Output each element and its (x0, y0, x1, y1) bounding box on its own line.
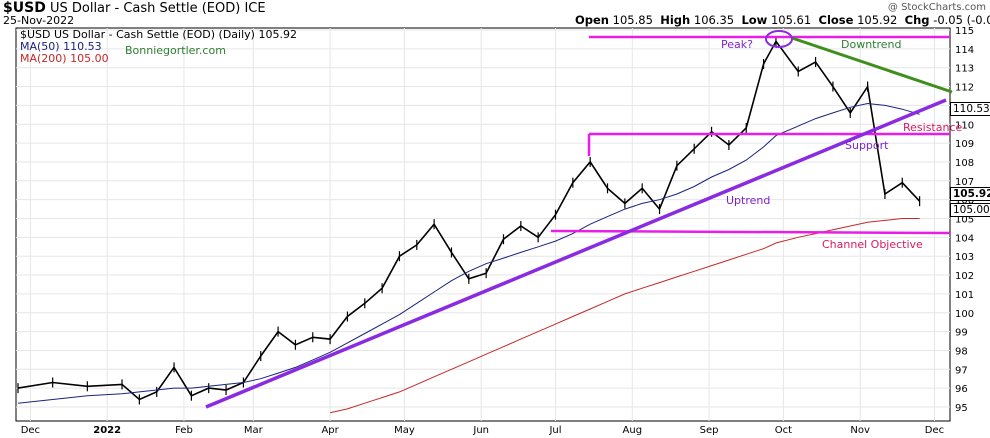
chart-legend: $USD US Dollar - Cash Settle (EOD) (Dail… (20, 29, 297, 65)
chart-date: 25-Nov-2022 (3, 14, 75, 27)
legend-ma50: MA(50) 110.53 (20, 40, 102, 53)
x-tick-label: Feb (175, 425, 193, 436)
annotation-peak: Peak? (721, 38, 753, 51)
channel-objective-line (550, 229, 951, 235)
annotation-uptrend: Uptrend (726, 194, 771, 207)
downtrend-line (791, 36, 953, 94)
watermark: Bonniegortler.com (125, 44, 226, 57)
annotation-resistance: Resistance (903, 121, 963, 134)
y-tick-label: 114 (955, 45, 974, 56)
close-price-box: 105.92 (950, 187, 990, 201)
annotation-support: Support (845, 139, 889, 152)
y-tick-label: 96 (955, 384, 968, 395)
high-label: High (660, 13, 691, 27)
chg-value: -0.05 (-0.05%) (933, 13, 990, 27)
ma50-price-box: 110.53 (950, 102, 990, 116)
y-tick-label: 113 (955, 64, 974, 75)
y-tick-label: 106 (955, 196, 974, 207)
y-tick-label: 95 (955, 403, 968, 414)
x-tick-label: Sep (700, 425, 719, 436)
y-tick-label: 100 (955, 309, 974, 320)
y-tick-label: 105 (955, 215, 974, 226)
x-tick-label: Jul (548, 425, 561, 436)
chart-header: $USD US Dollar - Cash Settle (EOD) ICE 2… (0, 0, 990, 27)
symbol: $USD (3, 0, 46, 16)
y-tick-label: 104 (955, 233, 974, 244)
x-tick-label: Nov (850, 425, 870, 436)
y-tick-label: 101 (955, 290, 974, 301)
y-tick-label: 109 (955, 139, 974, 150)
y-tick-label: 97 (955, 365, 968, 376)
x-tick-label: Dec (21, 425, 40, 436)
annotation-channel-objective: Channel Objective (822, 238, 923, 251)
x-tick-label: May (394, 425, 415, 436)
low-label: Low (741, 13, 768, 27)
instrument-name: US Dollar - Cash Settle (EOD) (49, 1, 241, 16)
peak-circle (765, 30, 793, 48)
x-tick-label: Mar (244, 425, 264, 436)
high-value: 106.35 (693, 13, 735, 27)
plot-frame (15, 27, 951, 422)
low-value: 105.61 (770, 13, 812, 27)
x-tick-label: 2022 (93, 425, 121, 436)
exchange: ICE (244, 1, 266, 16)
ma200-price-box: 105.00 (950, 203, 990, 217)
chg-label: Chg (904, 13, 930, 27)
x-tick-label: Oct (775, 425, 792, 436)
close-value: 105.92 (857, 13, 898, 27)
x-tick-label: Dec (925, 425, 944, 436)
y-tick-label: 103 (955, 252, 974, 263)
y-tick-label: 102 (955, 271, 974, 282)
y-tick-label: 98 (955, 346, 968, 357)
series-line-price (17, 39, 921, 401)
series-line-ma50 (17, 102, 920, 404)
y-tick-label: 107 (955, 177, 974, 188)
x-tick-label: Aug (623, 425, 643, 436)
open-label: Open (575, 13, 609, 27)
y-tick-label: 115 (955, 26, 974, 37)
legend-ma200: MA(200) 105.00 (20, 52, 109, 65)
copyright: @ StockCharts.com (887, 2, 986, 13)
y-tick-label: 112 (955, 83, 974, 94)
x-tick-label: Apr (321, 425, 339, 436)
x-tick-label: Jun (472, 425, 489, 436)
y-tick-label: 110 (955, 120, 974, 131)
y-tick-label: 99 (955, 328, 968, 339)
symbol-line: $USD US Dollar - Cash Settle (EOD) ICE (3, 0, 266, 16)
uptrend-line (205, 98, 947, 409)
close-label: Close (818, 13, 854, 27)
ohlc-bar: Open 105.85 High 106.35 Low 105.61 Close… (575, 13, 990, 27)
open-value: 105.85 (612, 13, 653, 27)
annotation-downtrend: Downtrend (841, 38, 902, 51)
y-tick-label: 108 (955, 158, 974, 169)
legend-main: $USD US Dollar - Cash Settle (EOD) (Dail… (20, 28, 297, 41)
